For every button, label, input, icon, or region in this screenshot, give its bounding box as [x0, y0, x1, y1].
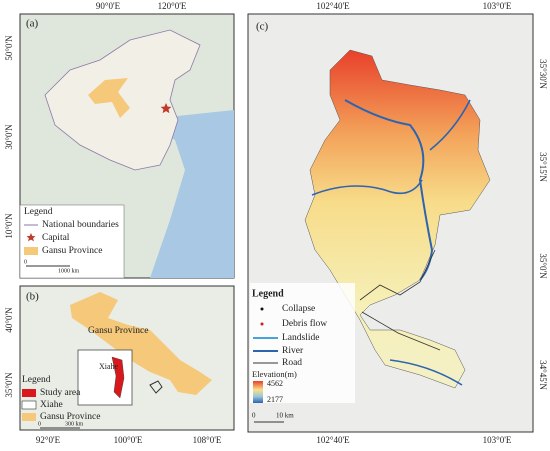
lat-label: 10°0'N [4, 213, 14, 239]
xiahe [149, 380, 163, 394]
lon-label: 108°0'E [193, 435, 222, 445]
scale-label: 0 [24, 259, 27, 265]
legend-swatch [22, 389, 36, 397]
lon-label: 102°40'E [316, 1, 350, 11]
legend-swatch [24, 247, 38, 255]
gansu [88, 78, 130, 118]
legend-title: Legend [22, 375, 51, 385]
legend-item: Study area [40, 388, 81, 398]
legend-item: National boundaries [42, 220, 119, 230]
legend-star [26, 233, 36, 242]
panel-label: (b) [26, 291, 39, 303]
legend-marker [260, 322, 264, 326]
ocean [140, 110, 234, 278]
elevation-label: 4562 [267, 379, 283, 388]
scale-label: 10 km [276, 412, 294, 420]
legend-item: Landslide [282, 333, 319, 343]
lat-label: 40°0'N [4, 307, 14, 333]
lat-label: 30°0'N [4, 124, 14, 150]
legend-box [250, 283, 355, 403]
legend-subtitle: Elevation(m) [252, 369, 297, 379]
legend-swatch [21, 400, 37, 410]
lat-label: 50°0'N [4, 35, 14, 61]
panel-a: Legend National boundaries Capital Gansu… [4, 1, 235, 279]
capital-marker [160, 103, 172, 114]
lat-label: 35°0'N [4, 372, 14, 398]
lon-label: 103°0'E [483, 435, 512, 445]
lat-label: 35°30'N [538, 59, 548, 89]
river [311, 99, 471, 386]
panel-label: (a) [26, 18, 39, 30]
lon-label: 102°40'E [316, 435, 350, 445]
scale-label: 300 km [65, 421, 84, 427]
road [359, 249, 441, 351]
legend-item: River [282, 346, 304, 356]
lat-label: 34°45'N [538, 360, 548, 390]
legend-item: Road [282, 358, 302, 368]
map-label: Gansu Province [88, 326, 148, 336]
lon-label: 100°0'E [114, 435, 143, 445]
gansu [70, 292, 212, 395]
legend-title: Legend [252, 288, 284, 299]
elevation-bar [253, 381, 263, 403]
elevation-label: 2177 [267, 395, 283, 404]
legend-item: Gansu Province [40, 412, 100, 422]
lat-label: 35°15'N [538, 152, 548, 182]
panel-label: (c) [256, 21, 269, 33]
legend-item: Gansu Province [42, 246, 102, 256]
river [344, 99, 434, 281]
panel-c: Legend Collapse Debris flow Landslide Ri… [247, 1, 548, 445]
legend-item: Xiahe [40, 400, 63, 410]
lon-label: 120°0'E [158, 1, 187, 11]
legend-item: Capital [42, 233, 70, 243]
lon-label: 103°0'E [483, 1, 512, 11]
lon-label: 92°0'E [36, 435, 61, 445]
map-label: Xiahe [99, 362, 119, 371]
lon-label: 90°0'E [96, 1, 121, 11]
study-area [111, 356, 125, 399]
legend-item: Debris flow [282, 318, 327, 329]
legend-swatch [22, 413, 36, 421]
legend-title: Legend [24, 207, 53, 217]
legend-item: Collapse [282, 304, 315, 314]
panel-b: Gansu Province Xiahe Legend Study area X… [4, 285, 235, 445]
scale-label: 1000 km [58, 268, 80, 274]
scale-label: 0 [252, 412, 256, 420]
lat-label: 35°0'N [538, 253, 548, 279]
legend-marker [260, 307, 264, 311]
scale-label: 0 [38, 421, 41, 427]
